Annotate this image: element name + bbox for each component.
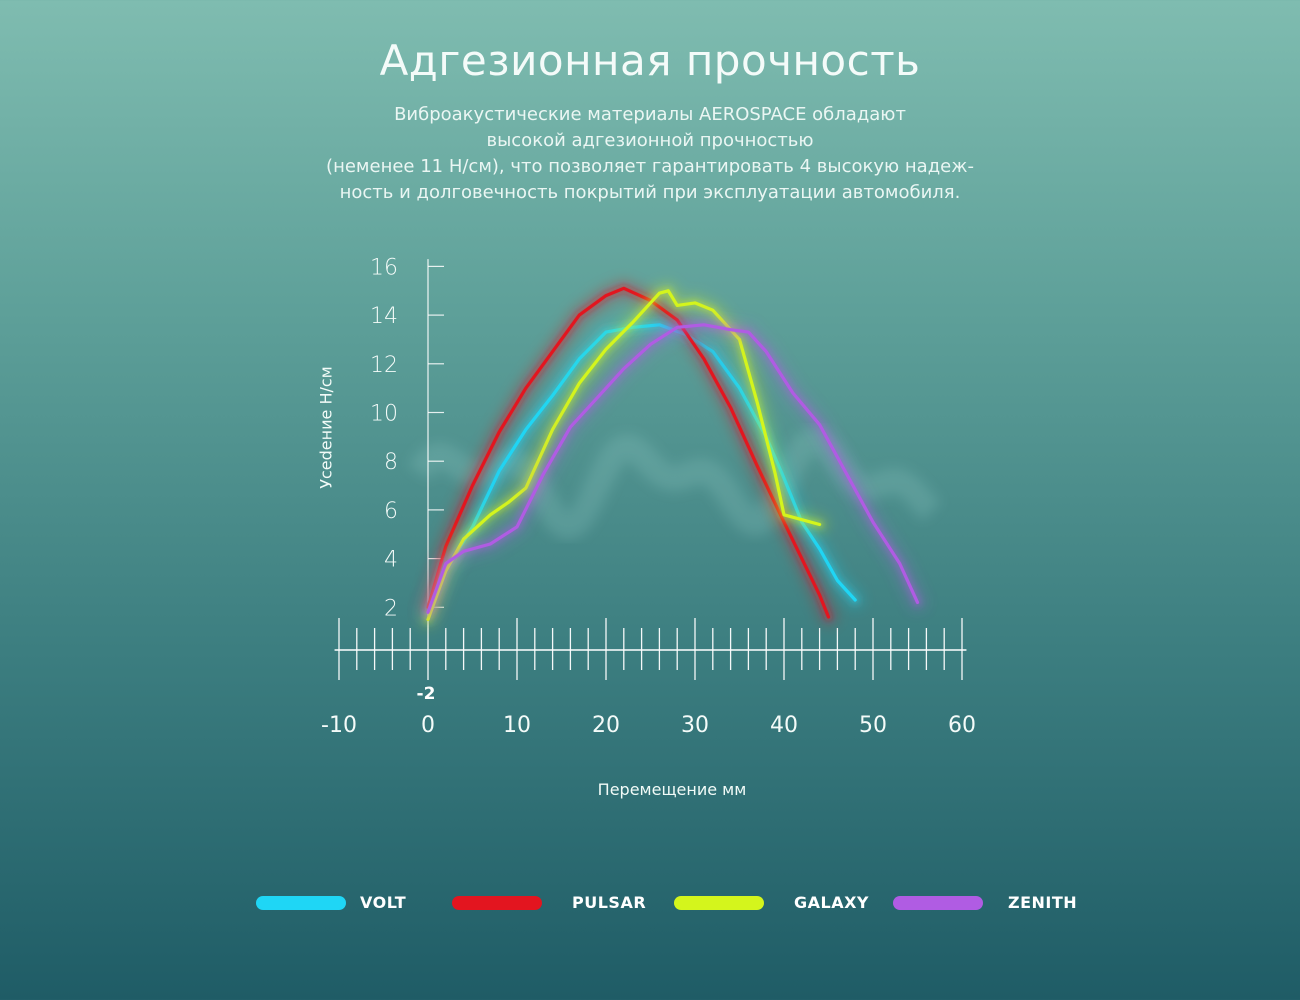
y-tick-label: 4 — [384, 548, 398, 573]
y-tick-label: 6 — [384, 499, 398, 524]
series-pulsar — [419, 279, 838, 626]
x-axis-title: Перемещение мм — [597, 780, 747, 799]
legend-swatch-pulsar — [452, 896, 542, 910]
x-extra-label: -2 — [417, 684, 436, 704]
series-galaxy — [419, 281, 829, 629]
legend-swatch-volt — [256, 896, 346, 910]
x-tick-label: 60 — [948, 713, 976, 738]
description-line: ность и долговечность покрытий при экспл… — [339, 182, 961, 203]
series-layer — [419, 279, 927, 629]
legend-swatch-galaxy — [674, 896, 764, 910]
x-tick-label: 50 — [859, 713, 887, 738]
y-tick-label: 8 — [384, 450, 398, 475]
legend-label-volt: VOLT — [360, 893, 407, 912]
description-line: (неменее 11 Н/см), что позволяет гаранти… — [326, 156, 974, 177]
y-axis-title: Усеdение Н/см — [316, 366, 336, 489]
x-tick-label: 20 — [592, 713, 620, 738]
legend-label-galaxy: GALAXY — [794, 893, 870, 912]
y-tick-label: 14 — [370, 304, 398, 329]
x-tick-label: 10 — [503, 713, 531, 738]
series-zenith — [419, 315, 927, 622]
series-line-pulsar — [426, 286, 831, 619]
legend-swatch-zenith — [893, 896, 983, 910]
legend: VOLT PULSAR GALAXY ZENITH — [0, 888, 1300, 924]
x-tick-label: -10 — [321, 713, 357, 738]
x-tick-label: 0 — [421, 713, 435, 738]
x-axis: -10 0 10 20 30 40 50 60 -2 — [321, 618, 976, 738]
y-tick-label: 16 — [370, 255, 398, 280]
description-line: Виброакустические материалы AEROSPACE об… — [394, 104, 906, 125]
legend-label-pulsar: PULSAR — [572, 893, 647, 912]
description: Виброакустические материалы AEROSPACE об… — [250, 102, 1050, 206]
y-tick-label: 12 — [370, 353, 398, 378]
x-tick-label: 30 — [681, 713, 709, 738]
description-line: высокой адгезионной прочностью — [486, 130, 814, 151]
series-line-galaxy — [426, 289, 822, 622]
y-tick-label: 10 — [370, 402, 398, 427]
legend-label-zenith: ZENITH — [1008, 893, 1078, 912]
series-line-zenith — [426, 323, 920, 614]
x-tick-label: 40 — [770, 713, 798, 738]
page-title: Адгезионная прочность — [379, 36, 921, 85]
y-tick-label: 2 — [384, 596, 398, 621]
